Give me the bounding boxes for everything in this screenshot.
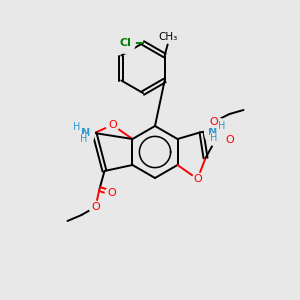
Text: H: H bbox=[218, 121, 225, 131]
Text: CH₃: CH₃ bbox=[158, 32, 177, 43]
Text: N: N bbox=[81, 128, 90, 138]
Text: H: H bbox=[210, 133, 218, 143]
Text: O: O bbox=[209, 117, 218, 127]
Text: H: H bbox=[80, 134, 88, 144]
Text: H: H bbox=[73, 122, 80, 132]
Text: Cl: Cl bbox=[119, 38, 131, 48]
Text: O: O bbox=[225, 135, 234, 145]
Text: O: O bbox=[108, 120, 117, 130]
Text: O: O bbox=[91, 202, 100, 212]
Text: O: O bbox=[193, 174, 202, 184]
Text: N: N bbox=[208, 127, 217, 137]
Text: O: O bbox=[107, 188, 116, 198]
